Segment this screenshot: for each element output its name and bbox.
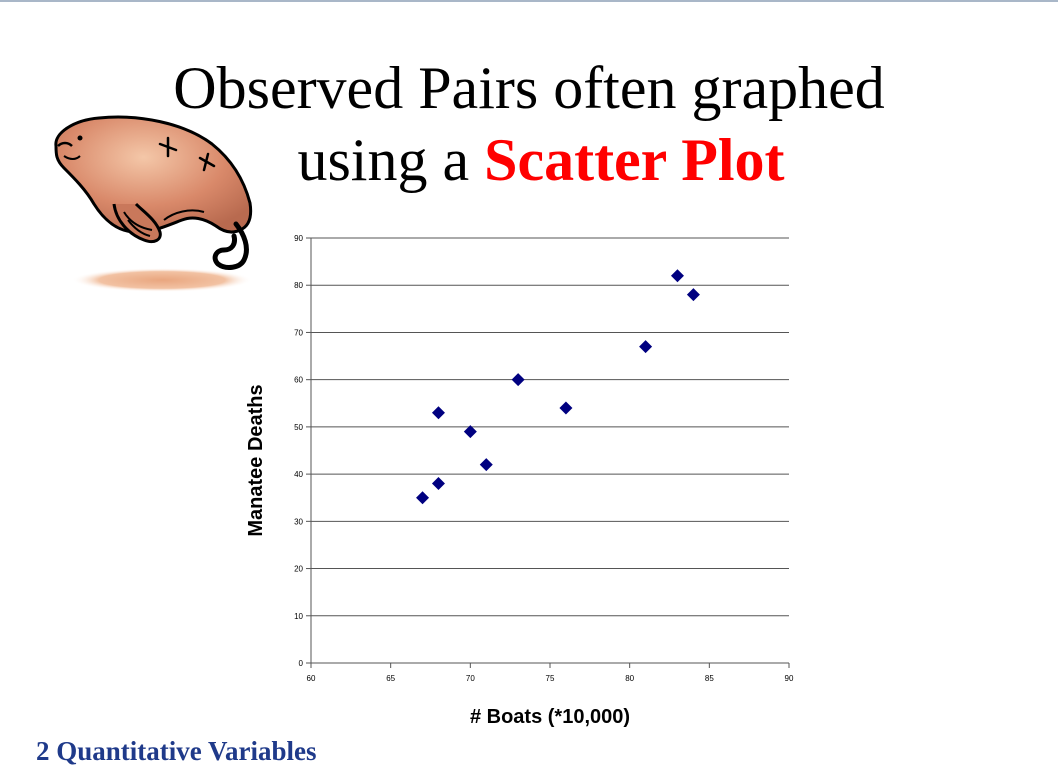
x-tick-label-60: 60 <box>307 674 316 683</box>
x-tick-label-85: 85 <box>705 674 714 683</box>
y-tick-label-0: 0 <box>299 659 304 668</box>
data-point-4 <box>463 425 477 439</box>
y-tick-label-90: 90 <box>294 234 303 243</box>
data-point-5 <box>479 458 493 472</box>
data-point-9 <box>670 269 684 283</box>
y-tick-label-40: 40 <box>294 470 303 479</box>
x-tick-label-80: 80 <box>625 674 634 683</box>
y-axis-label: Manatee Deaths <box>245 384 267 536</box>
y-tick-label-30: 30 <box>294 517 303 526</box>
data-point-6 <box>511 373 525 387</box>
scatter-chart: 0 10 20 30 40 50 60 70 80 90 60 65 70 75 80 85 90 Manat… <box>245 234 794 728</box>
data-point-10 <box>686 288 700 302</box>
y-tick-label-10: 10 <box>294 612 303 621</box>
y-tick-label-20: 20 <box>294 565 303 574</box>
x-tick-labels: 60 65 70 75 80 85 90 <box>307 674 794 683</box>
x-tick-label-90: 90 <box>785 674 794 683</box>
data-point-8 <box>639 340 653 354</box>
y-tick-label-60: 60 <box>294 376 303 385</box>
x-tick-label-65: 65 <box>386 674 395 683</box>
y-gridlines <box>306 237 790 668</box>
slide-title: Observed Pairs often graphed using a Sca… <box>0 52 1058 196</box>
manatee-body <box>54 115 253 234</box>
x-tick-label-75: 75 <box>546 674 555 683</box>
data-point-7 <box>559 401 573 415</box>
y-tick-labels: 0 10 20 30 40 50 60 70 80 90 <box>294 234 303 668</box>
title-accent: Scatter Plot <box>484 127 785 193</box>
axes <box>310 238 789 664</box>
y-tick-label-70: 70 <box>294 328 303 337</box>
top-rule <box>0 0 1058 2</box>
x-axis-label: # Boats (*10,000) <box>470 706 630 728</box>
manatee-eye <box>77 135 83 141</box>
x-tick-label-70: 70 <box>466 674 475 683</box>
data-point-3 <box>431 406 445 420</box>
data-point-2 <box>431 477 445 491</box>
title-line-1: Observed Pairs often graphed <box>173 55 885 121</box>
data-points <box>416 269 700 505</box>
y-tick-label-50: 50 <box>294 423 303 432</box>
title-line-2-prefix: using a <box>297 127 485 193</box>
manatee-shadow <box>72 268 252 292</box>
y-tick-label-80: 80 <box>294 281 303 290</box>
title-line-2: using a Scatter Plot <box>0 124 1058 196</box>
footer-text: 2 Quantitative Variables <box>36 736 317 766</box>
manatee-tail <box>212 221 249 270</box>
manatee-icon <box>54 115 253 292</box>
data-point-1 <box>416 491 430 505</box>
